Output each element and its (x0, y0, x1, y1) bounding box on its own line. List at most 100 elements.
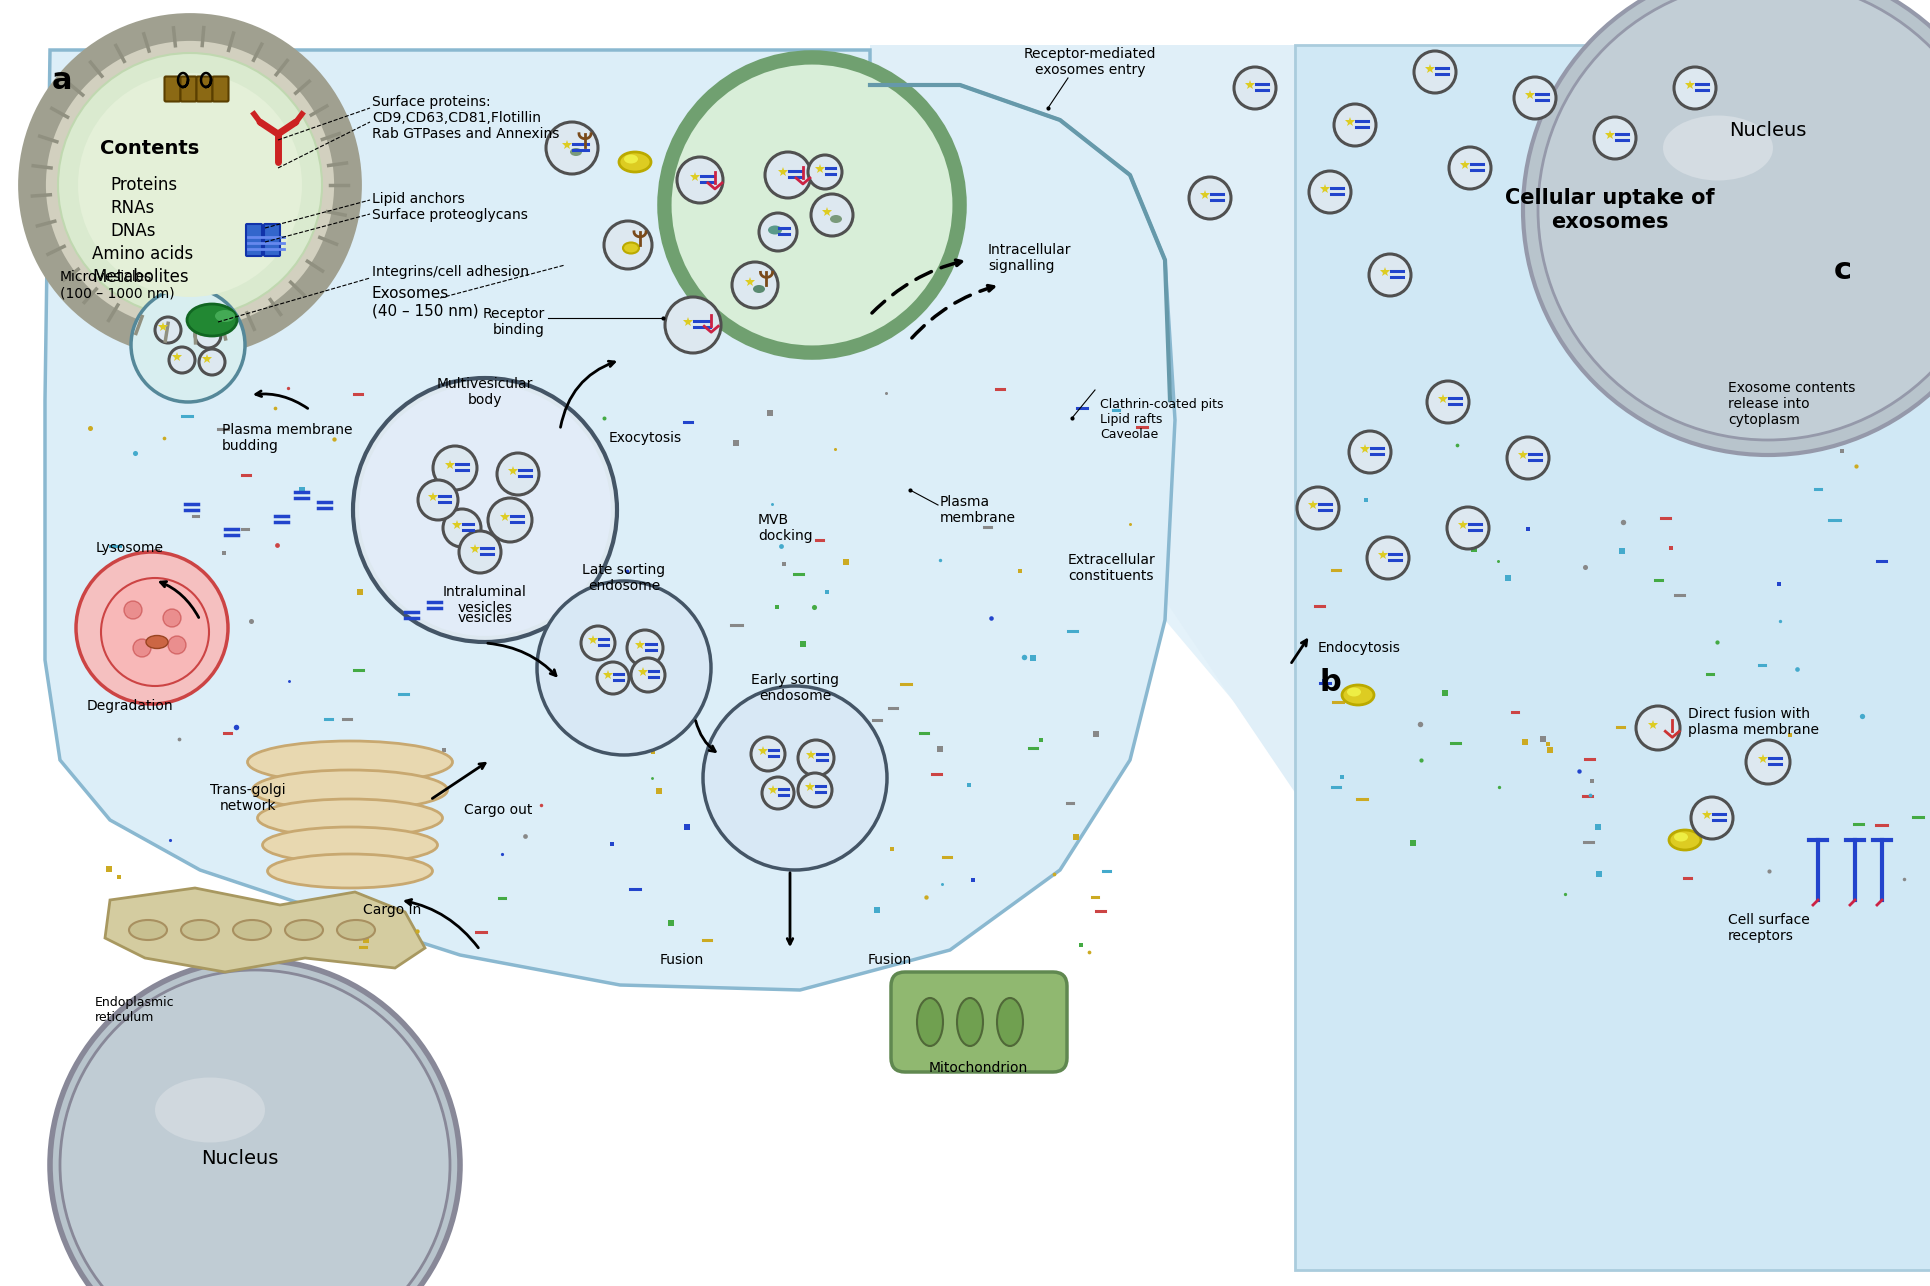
Circle shape (762, 777, 793, 809)
Ellipse shape (338, 919, 374, 940)
Ellipse shape (129, 919, 166, 940)
Polygon shape (104, 889, 425, 972)
Circle shape (1366, 538, 1409, 579)
Text: Integrins/cell adhesion: Integrins/cell adhesion (372, 265, 529, 279)
FancyBboxPatch shape (264, 224, 280, 256)
Text: Direct fusion with
plasma membrane: Direct fusion with plasma membrane (1687, 707, 1818, 737)
Text: Exocytosis: Exocytosis (608, 431, 681, 445)
Ellipse shape (147, 635, 168, 648)
Text: Endocytosis: Endocytosis (1318, 640, 1399, 655)
Circle shape (797, 773, 832, 808)
Text: Cargo in: Cargo in (363, 903, 421, 917)
Ellipse shape (257, 799, 442, 837)
Circle shape (751, 737, 786, 772)
Text: RNAs: RNAs (110, 199, 154, 217)
FancyBboxPatch shape (212, 76, 228, 102)
Circle shape (1745, 739, 1789, 784)
Circle shape (758, 213, 797, 251)
Ellipse shape (253, 770, 448, 810)
Text: Intraluminal
vesicles: Intraluminal vesicles (442, 585, 527, 615)
Circle shape (1673, 67, 1716, 109)
Ellipse shape (1347, 688, 1361, 697)
Text: DNAs: DNAs (110, 222, 156, 240)
Circle shape (797, 739, 834, 775)
Circle shape (1189, 177, 1229, 219)
Circle shape (199, 349, 226, 376)
Ellipse shape (917, 998, 942, 1046)
Circle shape (1334, 104, 1376, 147)
Circle shape (731, 262, 778, 309)
Text: Microvesicles
(100 – 1000 nm): Microvesicles (100 – 1000 nm) (60, 270, 174, 300)
Circle shape (432, 446, 477, 490)
Ellipse shape (753, 285, 764, 293)
Ellipse shape (623, 243, 639, 253)
Text: Receptor-mediated
exosomes entry: Receptor-mediated exosomes entry (1023, 46, 1156, 77)
Text: Exosome contents
release into
cytoplasm: Exosome contents release into cytoplasm (1727, 381, 1855, 427)
Circle shape (581, 626, 614, 660)
Ellipse shape (957, 998, 982, 1046)
Ellipse shape (1662, 116, 1772, 180)
FancyBboxPatch shape (890, 972, 1067, 1073)
Circle shape (1233, 67, 1276, 109)
Circle shape (33, 27, 347, 343)
Circle shape (488, 498, 533, 541)
Text: Intracellular
signalling: Intracellular signalling (988, 243, 1071, 273)
Circle shape (764, 152, 811, 198)
Ellipse shape (234, 919, 270, 940)
Circle shape (131, 288, 245, 403)
Text: Amino acids: Amino acids (93, 246, 193, 264)
Circle shape (807, 156, 841, 189)
Ellipse shape (569, 148, 581, 156)
Text: Lipid anchors
Surface proteoglycans: Lipid anchors Surface proteoglycans (372, 192, 527, 222)
Text: Receptor
binding: Receptor binding (482, 307, 544, 337)
Circle shape (627, 630, 662, 666)
Circle shape (664, 297, 720, 352)
Circle shape (100, 577, 208, 685)
Circle shape (604, 221, 652, 269)
Circle shape (1368, 255, 1411, 296)
Circle shape (546, 122, 598, 174)
Text: Cell surface
receptors: Cell surface receptors (1727, 913, 1808, 943)
Circle shape (1505, 437, 1548, 478)
Circle shape (75, 552, 228, 703)
Text: Surface proteins:
CD9,CD63,CD81,Flotillin
Rab GTPases and Annexins: Surface proteins: CD9,CD63,CD81,Flotilli… (372, 95, 560, 141)
Circle shape (195, 322, 220, 349)
Text: Nucleus: Nucleus (1729, 121, 1806, 139)
Polygon shape (44, 50, 1173, 990)
Polygon shape (1295, 45, 1930, 1271)
Circle shape (1448, 147, 1490, 189)
Text: Late sorting
endosome: Late sorting endosome (583, 563, 666, 593)
Ellipse shape (996, 998, 1023, 1046)
Text: Proteins: Proteins (110, 176, 178, 194)
Text: Extracellular
constituents: Extracellular constituents (1067, 553, 1156, 583)
Text: Exosomes
(40 – 150 nm): Exosomes (40 – 150 nm) (372, 285, 479, 318)
Ellipse shape (262, 827, 438, 863)
Text: c: c (1834, 256, 1851, 284)
Ellipse shape (1673, 832, 1687, 841)
Text: Mitochondrion: Mitochondrion (928, 1061, 1027, 1075)
Circle shape (124, 601, 143, 619)
Ellipse shape (286, 919, 322, 940)
Circle shape (596, 662, 629, 694)
Text: Metabolites: Metabolites (93, 267, 189, 285)
Ellipse shape (1668, 829, 1700, 850)
Text: Early sorting
endosome: Early sorting endosome (751, 673, 838, 703)
Circle shape (133, 639, 151, 657)
Ellipse shape (623, 154, 637, 163)
Text: a: a (52, 66, 73, 94)
Text: Plasma
membrane: Plasma membrane (940, 495, 1015, 525)
Circle shape (1536, 0, 1930, 440)
Circle shape (1297, 487, 1337, 529)
Circle shape (60, 970, 450, 1286)
FancyBboxPatch shape (164, 76, 179, 102)
Ellipse shape (768, 225, 782, 234)
Text: Degradation: Degradation (87, 700, 174, 712)
Circle shape (1691, 797, 1731, 838)
FancyBboxPatch shape (197, 76, 212, 102)
Circle shape (1309, 171, 1351, 213)
Ellipse shape (830, 215, 841, 222)
Ellipse shape (214, 310, 235, 322)
Circle shape (631, 658, 664, 692)
FancyBboxPatch shape (179, 76, 197, 102)
Ellipse shape (1341, 685, 1374, 705)
